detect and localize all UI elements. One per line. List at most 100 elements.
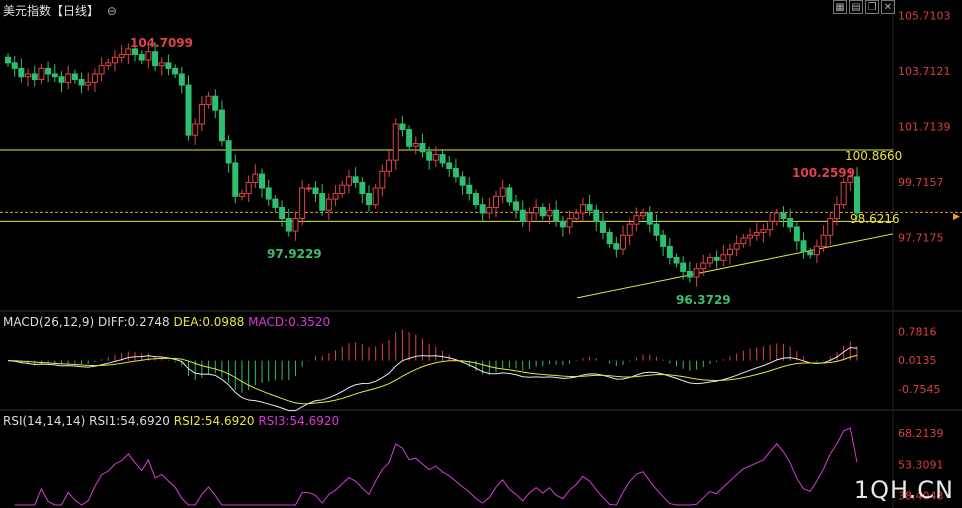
rsi-tick-label: 68.2139: [898, 427, 944, 440]
chart-title-text: 美元指数【日线】: [3, 4, 100, 18]
last-price-marker: ▶: [953, 212, 960, 222]
candle-body: [726, 248, 733, 256]
low-annotation-left: 97.9229: [267, 247, 322, 261]
candle-body: [780, 212, 787, 220]
chart-icon[interactable]: ▤: [849, 0, 863, 14]
candle-body: [259, 173, 266, 189]
watermark: 1QH.CN: [853, 476, 954, 504]
candle-body: [158, 62, 165, 67]
resistance-annotation: 100.8660: [845, 149, 902, 163]
price-tick-label: 105.7103: [898, 9, 951, 22]
candle-body: [519, 209, 526, 222]
candle-body: [626, 223, 633, 236]
candle-body: [225, 140, 232, 164]
candle-body: [439, 154, 446, 164]
price-tick-label: 103.7121: [898, 65, 951, 78]
candle-body: [646, 212, 653, 225]
candle-body: [486, 206, 493, 214]
candle-body: [706, 257, 713, 264]
candle-body: [238, 193, 245, 197]
candle-body: [212, 95, 219, 111]
candle-body: [98, 65, 105, 75]
candle-body: [633, 215, 640, 225]
candle-body: [78, 79, 85, 86]
candle-body: [700, 262, 707, 270]
candle-body: [559, 220, 566, 228]
rsi-tick-label: 53.3091: [898, 458, 944, 471]
candle-body: [31, 73, 38, 81]
candle-body: [452, 168, 459, 178]
candle-body: [365, 193, 372, 206]
macd-tick-label: 0.7816: [898, 325, 937, 338]
candle-body: [620, 234, 627, 250]
candle-body: [11, 62, 18, 69]
candle-body: [419, 142, 426, 153]
candle-body: [125, 48, 132, 55]
candle-body: [733, 243, 740, 250]
low-annotation-right: 96.3729: [676, 293, 731, 307]
macd-label: MACD(26,12,9): [3, 315, 95, 329]
candle-body: [833, 204, 840, 220]
candle-body: [493, 195, 500, 208]
candle-body: [319, 193, 326, 211]
candle-body: [138, 53, 145, 61]
price-tick-label: 97.7175: [898, 232, 944, 245]
candle-body: [827, 218, 834, 236]
grid-icon[interactable]: ▦: [833, 0, 847, 14]
macd-header: MACD(26,12,9) DIFF:0.2748 DEA:0.0988 MAC…: [3, 315, 330, 329]
candle-body: [332, 193, 339, 200]
chart-title: 美元指数【日线】 ⊖: [3, 2, 117, 19]
candle-body: [345, 176, 352, 186]
macd-dea: DEA:0.0988: [173, 315, 245, 329]
candle-body: [272, 198, 279, 208]
candle-body: [466, 184, 473, 195]
macd-dea-line: [7, 354, 858, 405]
candle-body: [640, 212, 647, 217]
circle-minus-icon[interactable]: ⊖: [106, 4, 117, 18]
recent-high-annotation: 100.2599: [792, 166, 855, 180]
candle-body: [506, 187, 513, 203]
candle-body: [105, 62, 112, 67]
high-annotation: 104.7099: [130, 36, 193, 50]
candle-body: [713, 257, 720, 261]
candle-body: [325, 198, 332, 211]
candle-body: [546, 209, 553, 217]
candle-body: [65, 73, 72, 83]
candle-body: [787, 218, 794, 228]
candle-body: [653, 223, 660, 236]
macd-tick-label: 0.0135: [898, 354, 937, 367]
candle-body: [813, 245, 820, 256]
price-tick-label: 99.7157: [898, 176, 944, 189]
candle-body: [45, 67, 52, 75]
candle-body: [218, 109, 225, 142]
candle-body: [820, 234, 827, 247]
candle-body: [165, 62, 172, 69]
candle-body: [292, 218, 299, 232]
candle-body: [606, 231, 613, 245]
candle-body: [406, 129, 413, 147]
candle-body: [5, 56, 11, 64]
restore-icon[interactable]: ❐: [865, 0, 879, 14]
candle-body: [285, 218, 292, 232]
candle-body: [192, 123, 199, 136]
rsi3-value: RSI3:54.6920: [258, 414, 340, 428]
close-icon[interactable]: ✕: [881, 0, 895, 14]
candle-body: [666, 245, 673, 259]
candle-body: [840, 181, 847, 206]
candle-body: [252, 173, 259, 183]
rsi1-value: RSI1:54.6920: [89, 414, 170, 428]
candle-body: [412, 142, 419, 147]
candle-body: [673, 257, 680, 264]
candle-body: [680, 262, 687, 272]
candle-body: [553, 209, 560, 222]
candle-body: [426, 151, 433, 161]
candle-body: [586, 204, 593, 211]
candle-body: [660, 234, 667, 247]
candle-body: [432, 154, 439, 161]
candle-body: [767, 220, 774, 231]
candle-body: [38, 67, 45, 81]
candle-body: [740, 237, 747, 245]
candle-body: [352, 176, 359, 183]
rsi-header: RSI(14,14,14) RSI1:54.6920 RSI2:54.6920 …: [3, 414, 339, 428]
